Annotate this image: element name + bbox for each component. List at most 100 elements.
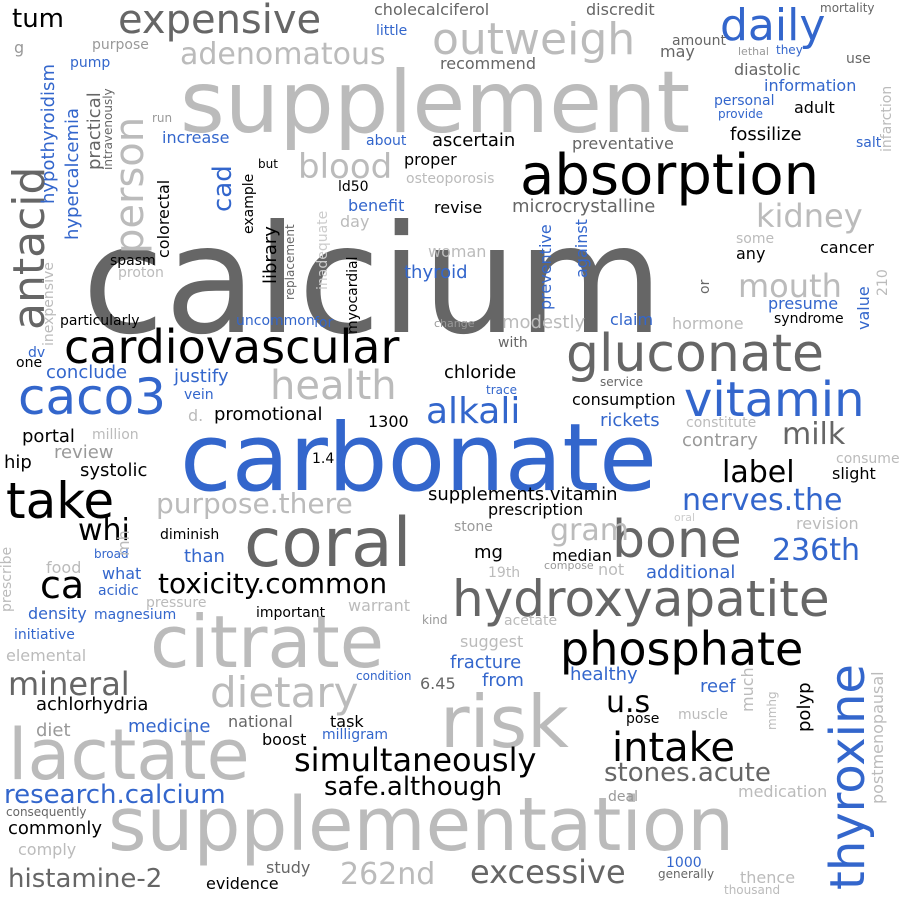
word-little: little (376, 23, 408, 39)
word-evidence: evidence (206, 874, 279, 893)
word-vitamin: vitamin (684, 372, 865, 428)
word-diet: diet (36, 720, 71, 741)
word-but: but (258, 157, 278, 171)
word-comply: comply (18, 840, 77, 859)
word-mouth: mouth (738, 267, 842, 305)
word-210: 210 (875, 269, 891, 296)
word-national: national (228, 712, 293, 731)
word-carbonate: carbonate (180, 404, 657, 513)
word-consumption: consumption (572, 390, 676, 409)
word-consequently: consequently (6, 805, 87, 819)
word-supplement: supplement (180, 53, 691, 153)
word-hip: hip (4, 452, 32, 473)
word-label: label (722, 455, 795, 490)
word-initiative: initiative (14, 627, 75, 643)
word-osteoporosis: osteoporosis (406, 171, 495, 187)
word-use: use (846, 51, 871, 67)
word-take: take (6, 472, 115, 530)
word-postmenopausal: postmenopausal (868, 671, 887, 804)
word-elemental: elemental (6, 646, 87, 665)
word-task: task (330, 712, 364, 731)
word-syndrome: syndrome (774, 311, 844, 327)
word-1-4: 1.4 (312, 451, 335, 467)
word-daily: daily (720, 0, 826, 51)
word-against: against (572, 219, 591, 278)
word-million: million (92, 427, 139, 443)
word-consume: consume (836, 451, 900, 467)
word-ca: ca (40, 563, 85, 607)
word-pump: pump (70, 55, 111, 71)
word-intravenously: intravenously (101, 88, 115, 170)
word-mh: mh (114, 530, 133, 556)
word-about: about (366, 133, 407, 149)
word-adult: adult (794, 98, 835, 117)
word-reef: reef (700, 676, 736, 697)
word-toxicity-common: toxicity.common (158, 567, 388, 600)
word-day: day (340, 212, 370, 231)
word-prescribe: prescribe (0, 546, 15, 612)
word-median: median (552, 546, 612, 565)
word-justify: justify (174, 366, 229, 387)
word-excessive: excessive (470, 853, 626, 891)
word-library: library (260, 226, 281, 284)
word-phosphate: phosphate (560, 622, 804, 676)
word-acetate: acetate (504, 613, 558, 629)
word-oral: oral (674, 511, 696, 524)
word-1000: 1000 (666, 855, 702, 871)
word-simultaneously: simultaneously (294, 741, 537, 779)
word-cholecalciferol: cholecalciferol (374, 0, 490, 19)
word-hypercalcemia: hypercalcemia (62, 107, 83, 240)
word-pressure: pressure (146, 595, 207, 611)
word-with: with (498, 335, 528, 351)
word-commonly: commonly (8, 818, 103, 839)
word-mineral: mineral (8, 665, 130, 703)
word-kidney: kidney (756, 197, 863, 235)
word-stone: stone (454, 519, 493, 535)
word-research-calcium: research.calcium (4, 780, 226, 810)
word-d: d. (188, 406, 204, 425)
word-density: density (28, 604, 87, 623)
word-chloride: chloride (444, 362, 517, 383)
word-tum: tum (12, 4, 64, 34)
word-infarction: infarction (879, 85, 895, 152)
word-amount: amount (672, 33, 727, 49)
word-preventative: preventative (572, 134, 674, 153)
word-polyp: polyp (794, 682, 815, 732)
word-proton: proton (118, 265, 164, 281)
word-microcrystalline: microcrystalline (512, 196, 656, 217)
word-acidic: acidic (98, 583, 139, 599)
word-food: food (46, 558, 82, 577)
word-pose: pose (626, 711, 660, 727)
word-compose: compose (544, 559, 594, 572)
word-alkali: alkali (426, 391, 521, 432)
word-ld50: ld50 (338, 179, 369, 195)
word-rickets: rickets (600, 410, 660, 431)
word-outweigh: outweigh (432, 14, 636, 65)
word-broad: broad (94, 547, 129, 561)
word-salt: salt (856, 135, 882, 151)
word-hydroxyapatite: hydroxyapatite (452, 570, 830, 628)
word-benefit: benefit (348, 196, 405, 215)
word-magnesium: magnesium (94, 607, 177, 623)
word-thousand: thousand (724, 883, 781, 897)
word-mortality: mortality (820, 1, 875, 15)
word-gluconate: gluconate (566, 324, 825, 384)
word-proper: proper (404, 150, 457, 169)
word-recommend: recommend (440, 54, 536, 73)
word-vein: vein (184, 387, 214, 403)
word-cardiovascular: cardiovascular (64, 320, 400, 374)
word-warrant: warrant (348, 596, 410, 615)
word-nerves-the: nerves.the (682, 483, 843, 518)
word-mmhg: mmhg (765, 691, 779, 730)
word-myocardial: myocardial (345, 256, 361, 334)
word-revise: revise (434, 198, 483, 217)
word-mg: mg (474, 542, 503, 563)
word-condition: condition (356, 669, 412, 683)
word-promotional: promotional (214, 404, 323, 425)
word-6-45: 6.45 (420, 674, 456, 693)
word-lactate: lactate (8, 714, 250, 796)
word-service: service (600, 375, 643, 389)
word-health: health (270, 363, 397, 409)
word-conclude: conclude (46, 362, 128, 383)
